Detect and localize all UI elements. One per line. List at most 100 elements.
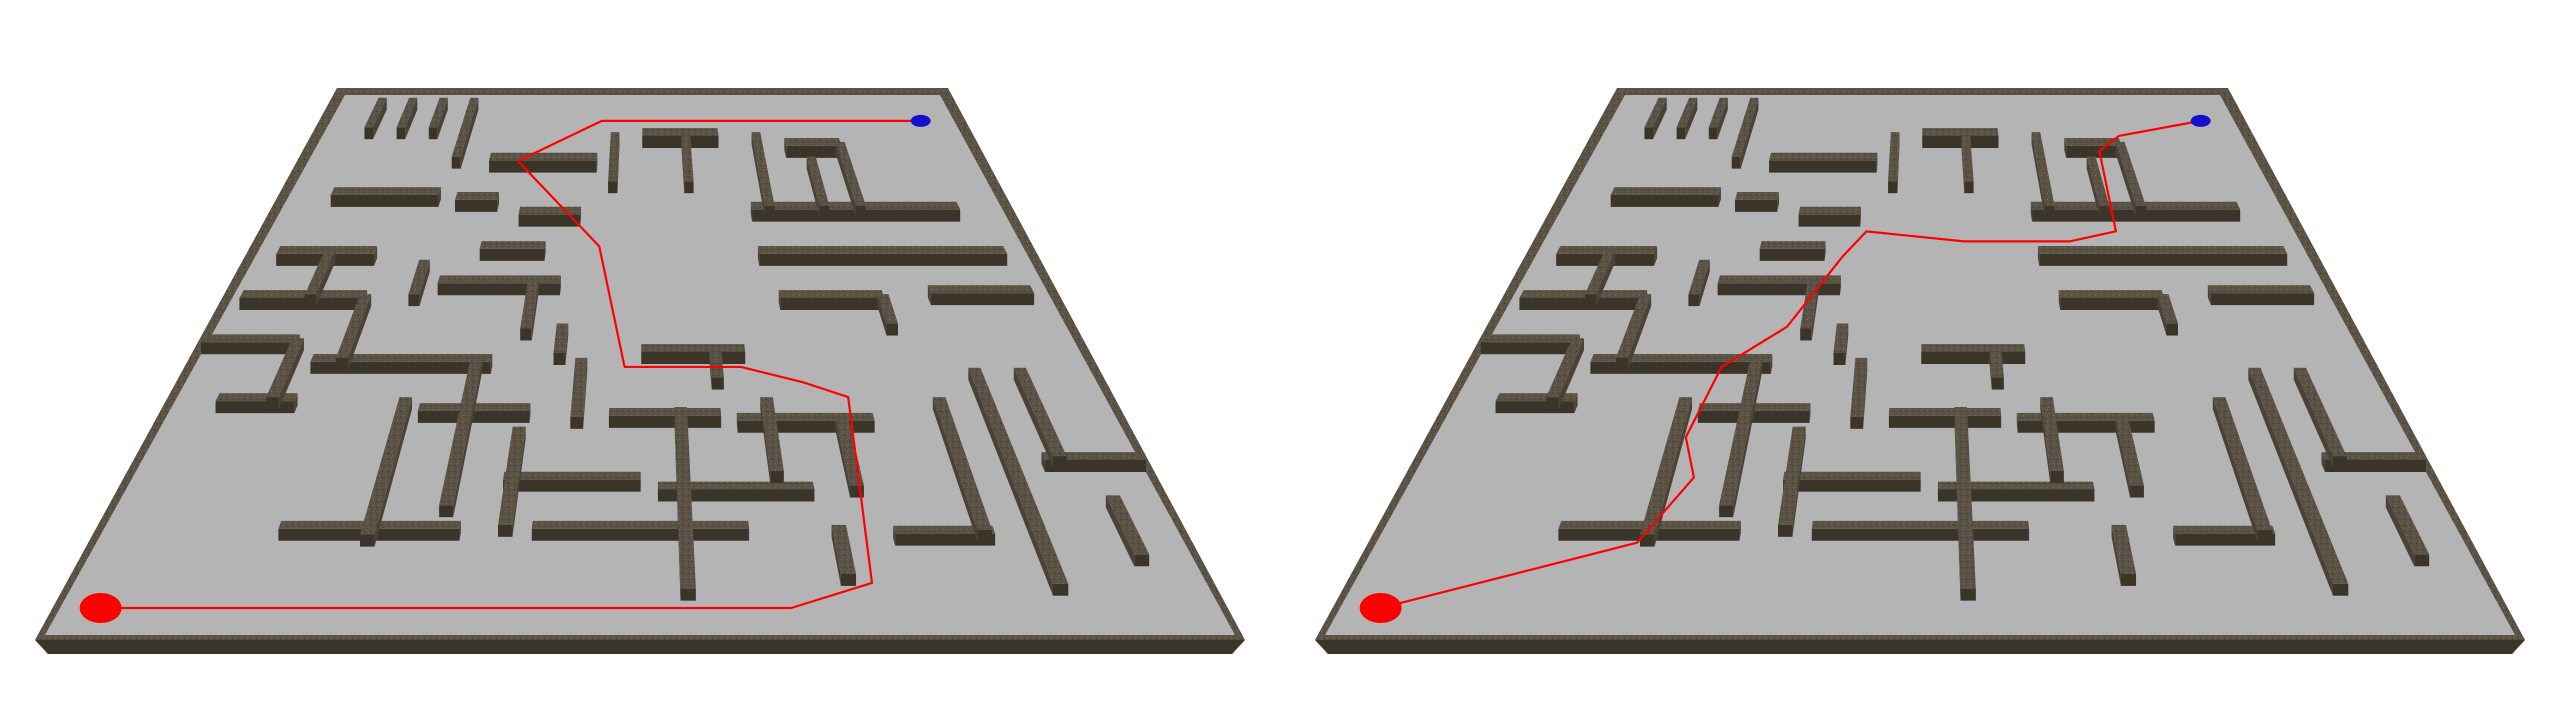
maze-wall-top xyxy=(736,412,875,421)
maze-wall-top xyxy=(1778,426,1806,525)
maze-wall-top xyxy=(932,397,992,530)
maze-wall-face xyxy=(895,533,996,546)
maze-wall-face xyxy=(1610,194,1719,207)
maze-wall-side xyxy=(374,245,378,266)
maze-wall-side xyxy=(1897,132,1900,194)
maze-wall-top xyxy=(2293,367,2347,457)
maze-wall-top xyxy=(1798,206,1861,215)
maze-wall-side xyxy=(681,132,685,194)
maze-wall-side xyxy=(405,97,418,140)
maze-wall-side xyxy=(2248,367,2334,596)
board-rim-front xyxy=(35,640,1245,654)
maze-wall-face xyxy=(819,205,830,218)
maze-wall-top xyxy=(1833,323,1849,353)
maze-wall-face xyxy=(2050,470,2064,483)
maze-wall-face xyxy=(886,323,898,336)
maze-wall-top xyxy=(2086,156,2110,206)
maze-wall-top xyxy=(1888,132,1900,182)
maze-wall-face xyxy=(2039,253,2288,266)
maze-wall-face xyxy=(417,410,530,423)
maze-wall-side xyxy=(1699,259,1710,307)
maze-wall-side xyxy=(806,156,820,218)
maze-wall-side xyxy=(736,412,738,433)
maze-wall-top xyxy=(1731,97,1759,157)
maze-wall-top xyxy=(1708,97,1728,128)
maze-wall-side xyxy=(1013,367,1054,469)
maze-wall-top xyxy=(778,290,885,299)
maze-wall-face xyxy=(1495,401,1575,414)
maze-wall-face xyxy=(364,127,374,140)
maze-wall-side xyxy=(374,397,413,547)
maze-wall-face xyxy=(840,573,857,586)
maze-wall-top xyxy=(2321,452,2426,461)
maze-wall-face xyxy=(1615,357,1628,370)
maze-wall-face xyxy=(408,294,420,307)
maze-wall-top xyxy=(1811,520,2030,529)
maze-wall-side xyxy=(580,206,581,227)
maze-wall-face xyxy=(454,199,498,212)
maze-wall-top xyxy=(201,334,300,343)
maze-wall-side xyxy=(1777,191,1779,212)
maze-wall-side xyxy=(2086,156,2100,218)
maze-wall-side xyxy=(490,353,493,374)
maze-walls xyxy=(201,97,1150,601)
maze-wall-side xyxy=(438,187,441,207)
maze-wall-face xyxy=(2210,293,2315,306)
maze-wall-top xyxy=(503,471,641,480)
maze-wall-face xyxy=(2414,554,2430,567)
maze-wall-top xyxy=(2385,495,2430,555)
maze-wall-face xyxy=(1833,353,1846,365)
maze-wall-side xyxy=(778,290,781,311)
maze-wall-side xyxy=(2385,495,2415,567)
maze-wall-side xyxy=(1627,294,1652,370)
maze-wall-face xyxy=(1708,127,1718,140)
maze-wall-top xyxy=(437,275,561,284)
maze-wall-top xyxy=(1644,97,1667,128)
maze-wall-top xyxy=(709,348,724,378)
maze-wall-top xyxy=(451,97,479,157)
maze-wall-face xyxy=(396,127,406,140)
maze-wall-top xyxy=(330,187,441,195)
maze-wall-face xyxy=(359,534,375,547)
maze-wall-top xyxy=(520,279,539,329)
red-ellipse-start-marker-icon xyxy=(1359,593,1402,623)
maze-wall-top xyxy=(877,294,898,324)
maze-wall-face xyxy=(518,214,581,227)
maze-wall-top xyxy=(1989,348,2004,378)
maze-wall-top xyxy=(1921,344,2026,353)
maze-wall-face xyxy=(1798,214,1861,227)
maze-wall-face xyxy=(1644,127,1654,140)
maze-wall-top xyxy=(642,128,719,137)
maze-wall-side xyxy=(751,132,765,218)
maze-wall-face xyxy=(641,352,746,365)
maze-wall-face xyxy=(2130,485,2144,498)
maze-wall-face xyxy=(266,397,279,410)
maze-wall-top xyxy=(498,426,526,525)
maze-wall-side xyxy=(1574,393,1578,414)
maze-wall-side xyxy=(583,357,588,429)
maze-wall-top xyxy=(831,524,857,574)
maze-wall-side xyxy=(2040,397,2051,483)
maze-wall-top xyxy=(310,353,493,362)
maze-wall-face xyxy=(608,181,618,194)
blue-ellipse-goal-marker-icon xyxy=(910,114,931,127)
solution-path xyxy=(1380,119,2201,610)
maze-wall-face xyxy=(737,420,875,433)
maze-wall-side xyxy=(2111,524,2121,586)
maze-wall-top xyxy=(835,141,866,206)
maze-wall-face xyxy=(1960,588,1976,601)
maze-wall-face xyxy=(780,298,885,311)
maze-wall-side xyxy=(1105,495,1135,567)
maze-wall-side xyxy=(2157,294,2167,336)
maze-wall-face xyxy=(2044,205,2055,218)
maze-wall-top xyxy=(359,397,413,535)
maze-wall-side xyxy=(497,191,499,212)
maze-wall-face xyxy=(2175,533,2276,546)
maze-wall-top xyxy=(1676,97,1698,128)
maze-wall-side xyxy=(1840,275,1841,296)
maze-wall-top xyxy=(2115,141,2146,206)
maze-wall-side xyxy=(529,403,531,423)
maze-wall-side xyxy=(419,259,430,307)
maze-wall-top xyxy=(479,241,546,249)
maze-wall-side xyxy=(347,294,372,370)
